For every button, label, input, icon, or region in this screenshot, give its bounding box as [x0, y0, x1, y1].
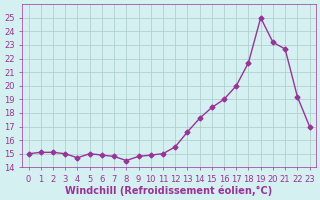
X-axis label: Windchill (Refroidissement éolien,°C): Windchill (Refroidissement éolien,°C)	[65, 185, 273, 196]
